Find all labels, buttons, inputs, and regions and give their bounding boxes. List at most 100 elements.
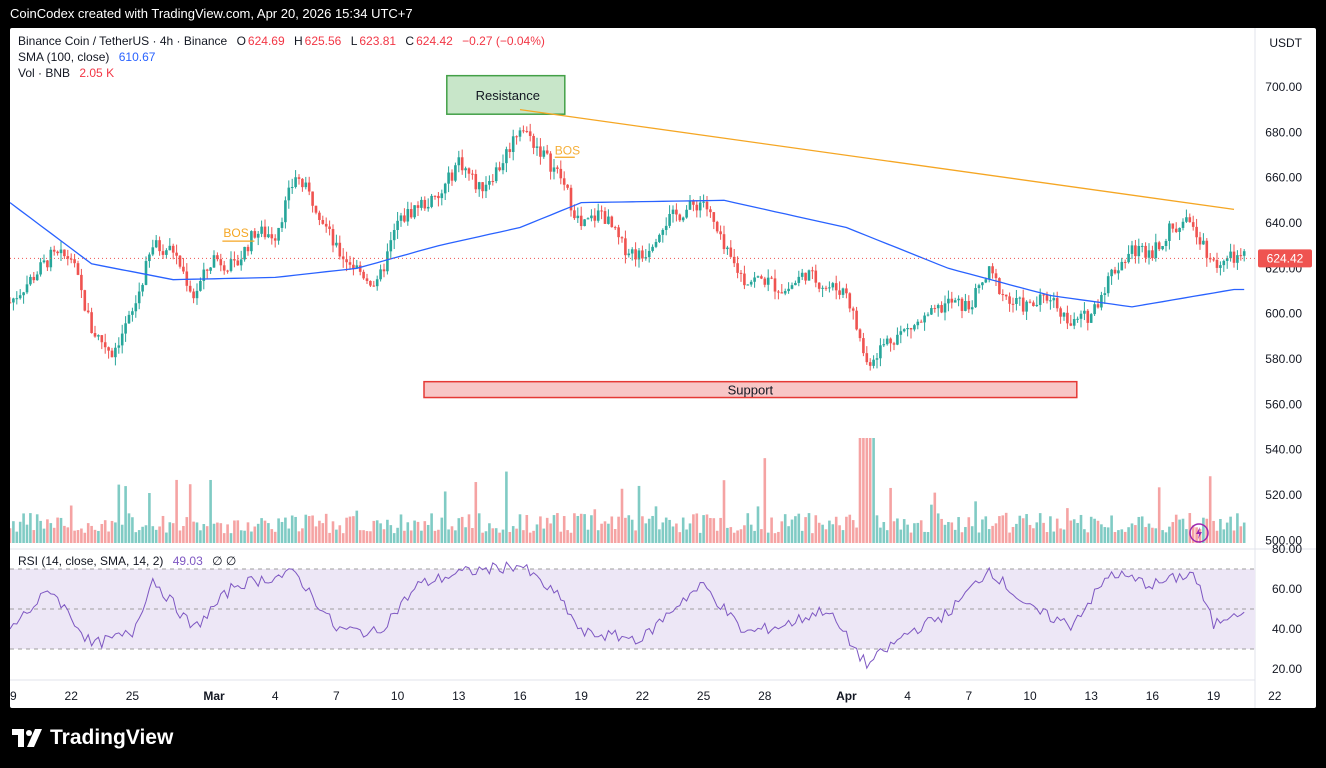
volume-bar (90, 525, 93, 543)
volume-bar (824, 529, 828, 543)
volume-bar (654, 506, 658, 543)
last-price-badge (1258, 249, 1312, 268)
volume-bar (579, 513, 583, 543)
volume-bar (205, 526, 209, 543)
candle-body (940, 305, 943, 313)
candle-body (1069, 323, 1073, 326)
candle-body (630, 249, 634, 254)
candle-body (1052, 298, 1056, 301)
candle-body (753, 277, 756, 282)
candle-body (76, 263, 80, 275)
candle-body (1151, 250, 1154, 259)
candle-body (1195, 226, 1198, 238)
candle-body (277, 227, 280, 241)
candle-body (124, 323, 127, 334)
volume-bar (447, 529, 450, 543)
candle-body (165, 250, 168, 255)
candle-body (1093, 304, 1096, 315)
volume-bar (1178, 519, 1181, 543)
candle-body (369, 280, 372, 286)
price-tick-label: 640.00 (1265, 216, 1302, 230)
volume-bar (841, 530, 845, 543)
candle-body (297, 177, 301, 179)
volume-bar (814, 515, 818, 543)
volume-bar (712, 518, 716, 543)
lightning-icon[interactable] (1189, 523, 1209, 543)
candle-body (399, 215, 403, 221)
candle-body (1083, 310, 1086, 314)
volume-bar (916, 522, 920, 543)
volume-bar (15, 531, 19, 543)
volume-bar (1045, 532, 1049, 543)
candle-body (1011, 303, 1015, 305)
candle-body (862, 338, 865, 354)
volume-bar (175, 479, 178, 543)
rsi-tick-label: 80.00 (1272, 542, 1302, 556)
volume-bar (756, 506, 760, 543)
volume-bar (440, 517, 444, 543)
volume-bar (1110, 515, 1113, 543)
candle-body (358, 265, 362, 272)
volume-bar (311, 515, 314, 543)
volume-bar (148, 493, 151, 543)
candle-body (212, 255, 216, 268)
tradingview-logo[interactable]: TradingView (12, 726, 173, 750)
volume-bar (423, 521, 427, 543)
volume-bar (715, 530, 719, 543)
volume-bar (1106, 527, 1110, 543)
volume-bar (474, 482, 478, 543)
volume-bar (1219, 518, 1222, 543)
candle-body (433, 195, 437, 197)
volume-bar (229, 533, 233, 543)
currency-label: USDT (1269, 36, 1302, 50)
candle-body (1161, 245, 1164, 250)
volume-bar (1079, 514, 1083, 543)
candle-body (182, 266, 185, 272)
volume-bar (743, 525, 746, 543)
volume-bar (811, 533, 814, 543)
candle-body (828, 287, 831, 289)
volume-bar (746, 513, 750, 543)
volume-bar (1127, 527, 1130, 543)
candle-body (596, 210, 600, 221)
candle-body (253, 231, 257, 238)
candle-body (1188, 217, 1192, 223)
date-tick-label: 28 (758, 689, 772, 703)
candle-body (780, 292, 784, 294)
candle-body (787, 288, 790, 292)
sma-legend: SMA (100, close) 610.67 (18, 50, 155, 64)
volume-bar (331, 521, 335, 543)
price-tick-label: 560.00 (1265, 397, 1302, 411)
candle-body (10, 302, 12, 304)
chart-panel[interactable]: 700.00 680.00 660.00 640.00 620.00 600.00 580.… (10, 28, 1316, 708)
volume-bar (335, 529, 338, 543)
candle-body (460, 157, 464, 171)
volume-bar (661, 522, 665, 543)
volume-bar (984, 516, 988, 543)
volume-bar (964, 527, 967, 543)
volume-bar (1069, 520, 1073, 543)
volume-bar (522, 530, 525, 543)
candle-body (1157, 242, 1161, 250)
candle-body (981, 282, 984, 286)
candle-body (1096, 304, 1100, 308)
volume-bar (794, 516, 797, 543)
volume-bar (749, 524, 753, 543)
candle-body (518, 130, 522, 137)
volume-bar (124, 486, 127, 543)
volume-bar (885, 530, 889, 543)
chart-canvas[interactable]: 700.00680.00660.00640.00620.00600.00580.… (10, 28, 1316, 708)
tradingview-logo-icon (12, 729, 42, 747)
volume-bar (848, 514, 852, 543)
volume-bar (607, 523, 610, 543)
volume-bar (777, 531, 780, 543)
candle-body (760, 276, 763, 279)
candle-body (488, 181, 491, 185)
volume-bar (69, 505, 73, 543)
date-tick-label: 25 (697, 689, 711, 703)
candle-body (290, 187, 294, 189)
volume-bar (552, 515, 556, 543)
volume-bar (726, 527, 729, 543)
volume-bar (171, 523, 175, 543)
candle-body (960, 298, 964, 311)
